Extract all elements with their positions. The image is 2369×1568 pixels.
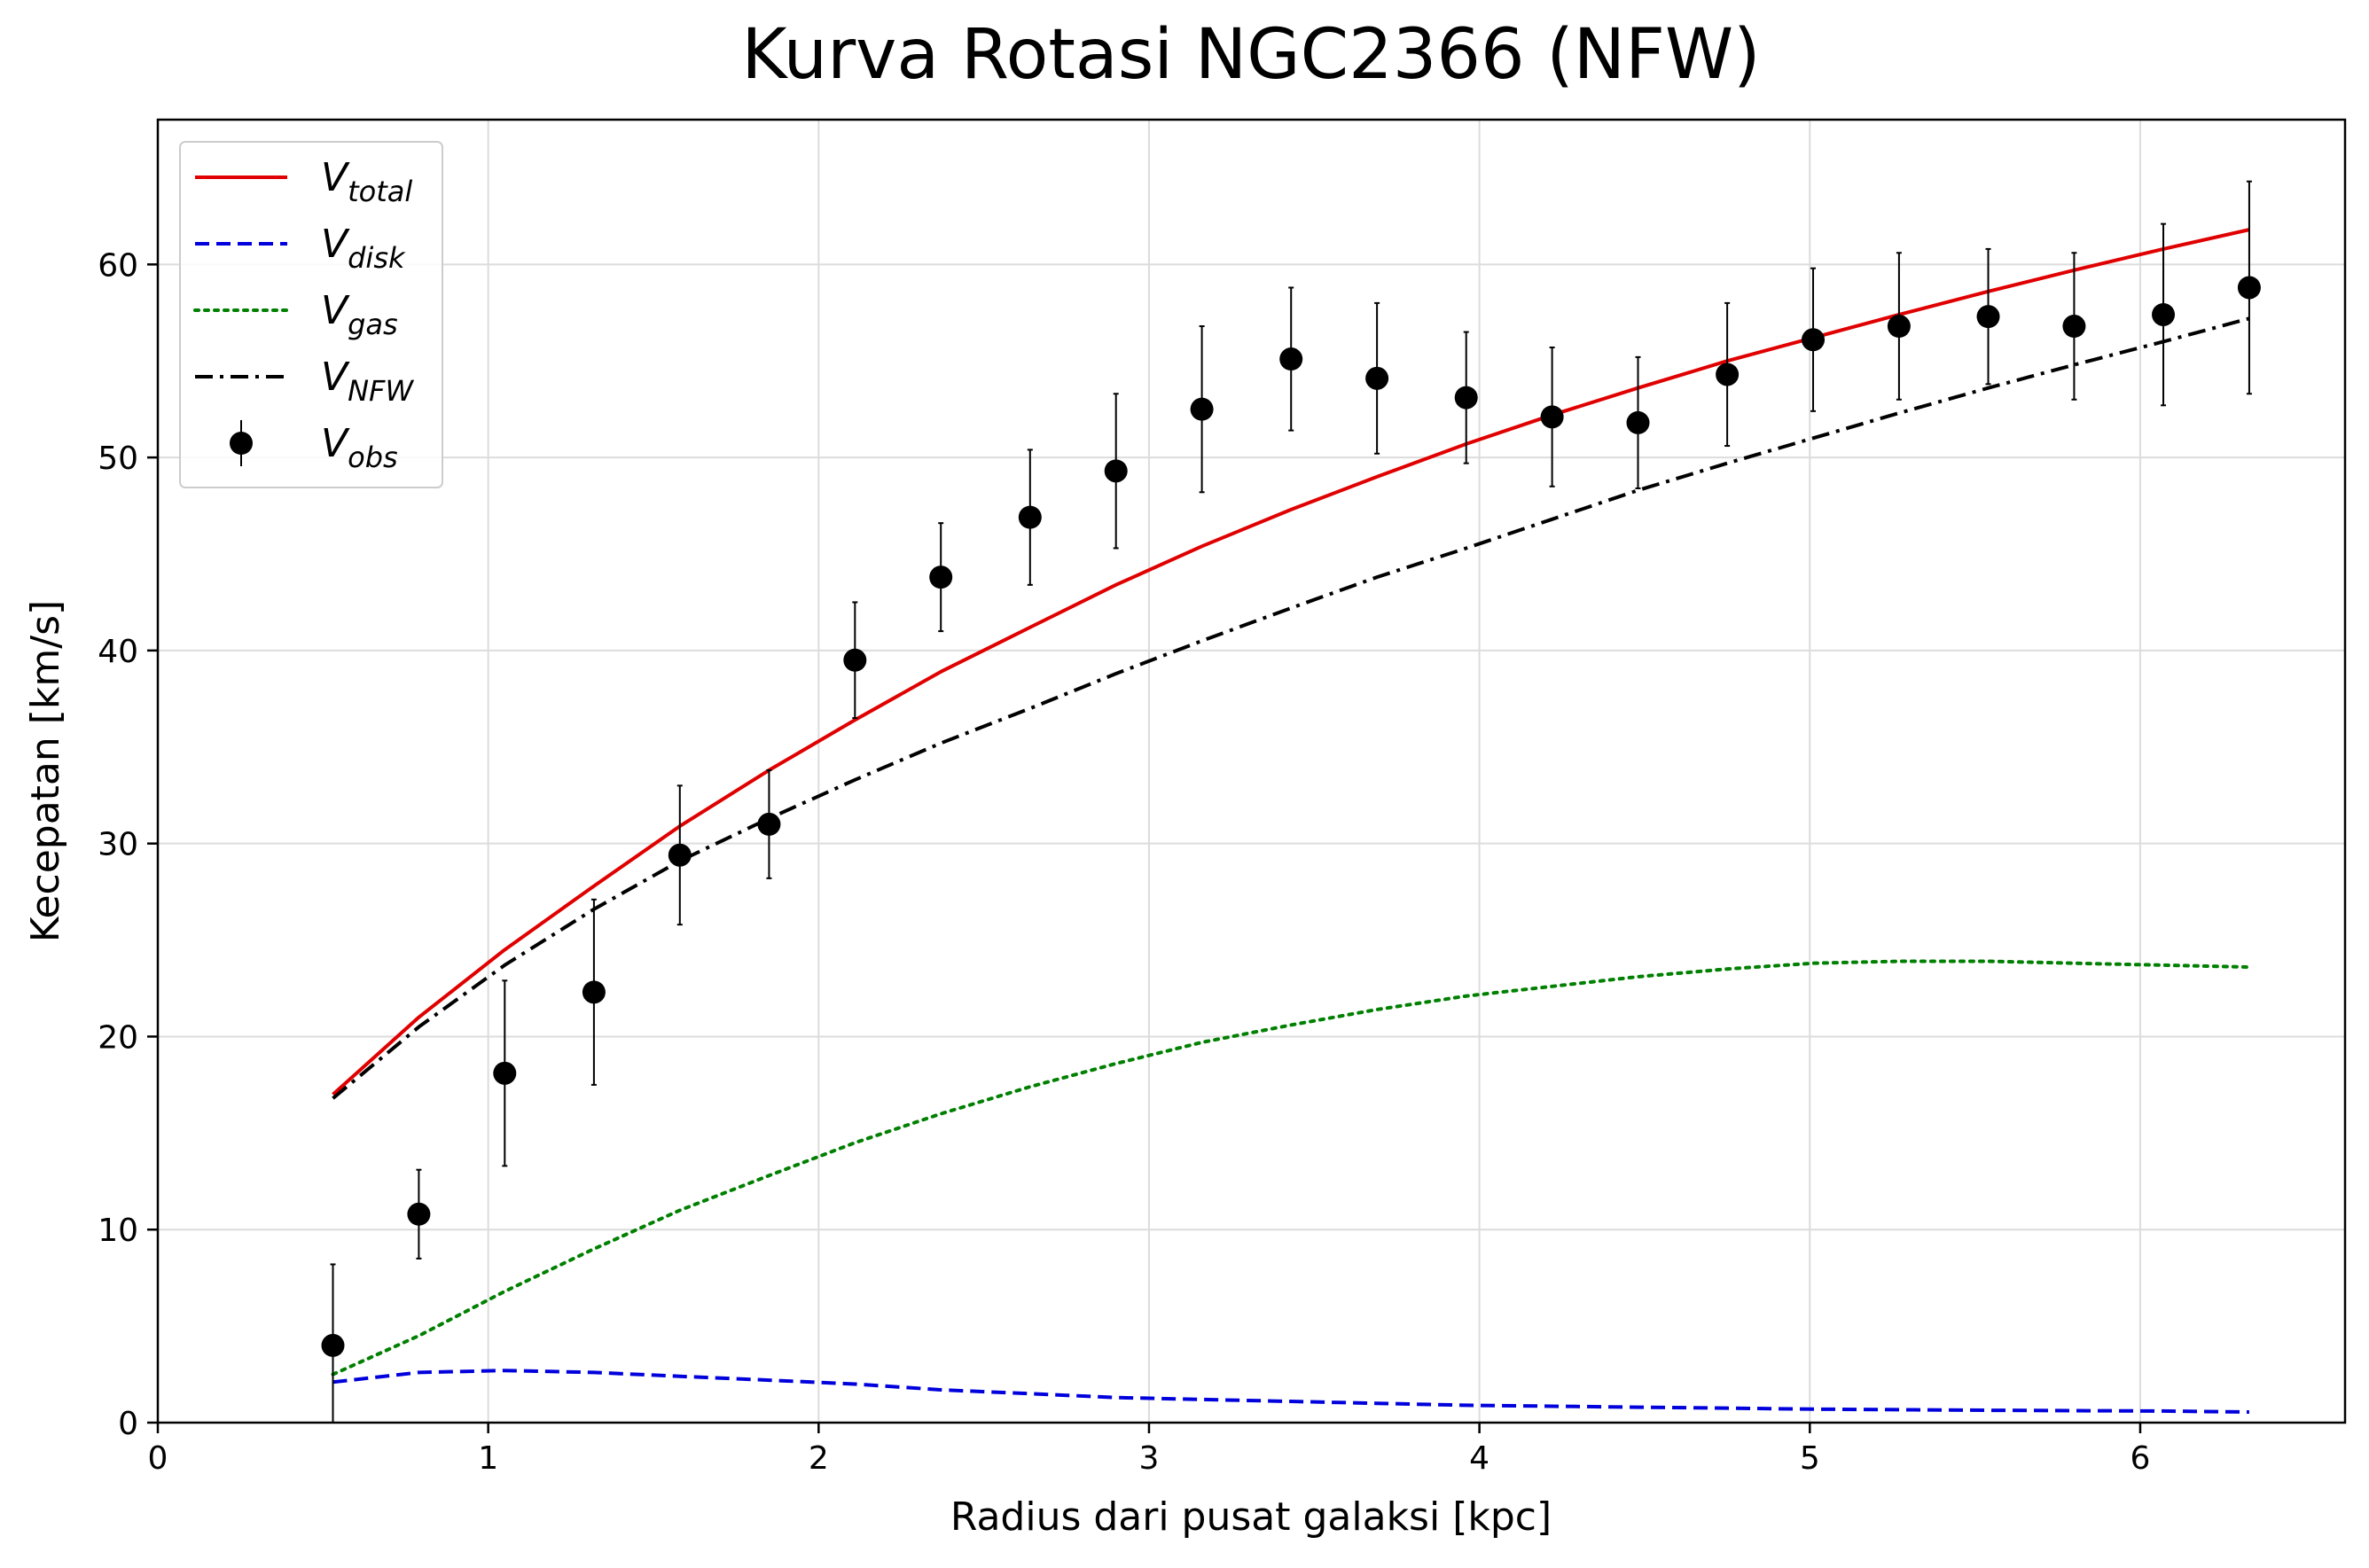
observed-point (929, 566, 953, 589)
observed-point (843, 648, 867, 672)
y-tick-label: 0 (118, 1406, 138, 1442)
observed-point (2062, 315, 2086, 339)
observed-point (2237, 276, 2261, 300)
y-tick-label: 50 (98, 441, 138, 477)
legend-label-gas: Vgas (321, 288, 398, 341)
x-axis-label: Radius dari pusat galaksi [kpc] (950, 1494, 1552, 1540)
x-tick-label: 3 (1139, 1440, 1160, 1477)
observed-point (493, 1061, 517, 1085)
series-layer (331, 228, 2251, 1415)
legend-box (179, 141, 443, 488)
observed-point (1365, 366, 1389, 390)
legend-label-nfw: VNFW (321, 355, 414, 408)
x-tick-label: 1 (478, 1440, 498, 1477)
observed-point (321, 1333, 345, 1357)
legend-label-obs: Vobs (321, 421, 398, 474)
legend-label-total: Vtotal (321, 155, 412, 208)
observed-point (1540, 405, 1564, 429)
series-line-total (332, 228, 2250, 1096)
observed-point (1018, 505, 1042, 529)
observed-point (1976, 305, 2000, 329)
observed-point (1626, 410, 1650, 434)
y-axis-label: Kecepatan [km/s] (23, 600, 68, 942)
observed-point (1887, 315, 1911, 339)
y-tick-label: 20 (98, 1019, 138, 1056)
legend-label-disk: Vdisk (321, 222, 406, 275)
y-tick-label: 60 (98, 247, 138, 284)
y-tick-label: 40 (98, 634, 138, 670)
series-line-nfw (332, 316, 2250, 1100)
y-tick-label: 30 (98, 827, 138, 863)
observed-point (1716, 363, 1740, 386)
x-tick-label: 2 (809, 1440, 829, 1477)
observed-point (582, 980, 606, 1004)
chart-title: Kurva Rotasi NGC2366 (NFW) (741, 15, 1760, 95)
observed-point (407, 1202, 431, 1226)
x-tick-label: 0 (148, 1440, 168, 1477)
legend: Vtotal Vdisk Vgas VNFW Vobs (179, 141, 443, 488)
observed-point (1279, 347, 1303, 371)
observed-point (668, 843, 692, 867)
x-tick-label: 5 (1800, 1440, 1820, 1477)
legend-marker-obs (230, 432, 253, 455)
observed-point (2152, 302, 2176, 326)
observed-point (757, 812, 781, 836)
observed-point (1454, 386, 1478, 410)
observed-points (321, 180, 2261, 1424)
plot-frame (156, 118, 2347, 1424)
grid-lines (157, 120, 2345, 1424)
x-tick-label: 4 (1469, 1440, 1489, 1477)
series-line-disk (332, 1369, 2249, 1415)
y-tick-label: 10 (98, 1213, 138, 1249)
x-tick-label: 6 (2130, 1440, 2150, 1477)
observed-point (1104, 459, 1128, 483)
observed-point (1802, 328, 1826, 352)
series-line-gas (331, 959, 2251, 1377)
observed-point (1190, 397, 1214, 421)
